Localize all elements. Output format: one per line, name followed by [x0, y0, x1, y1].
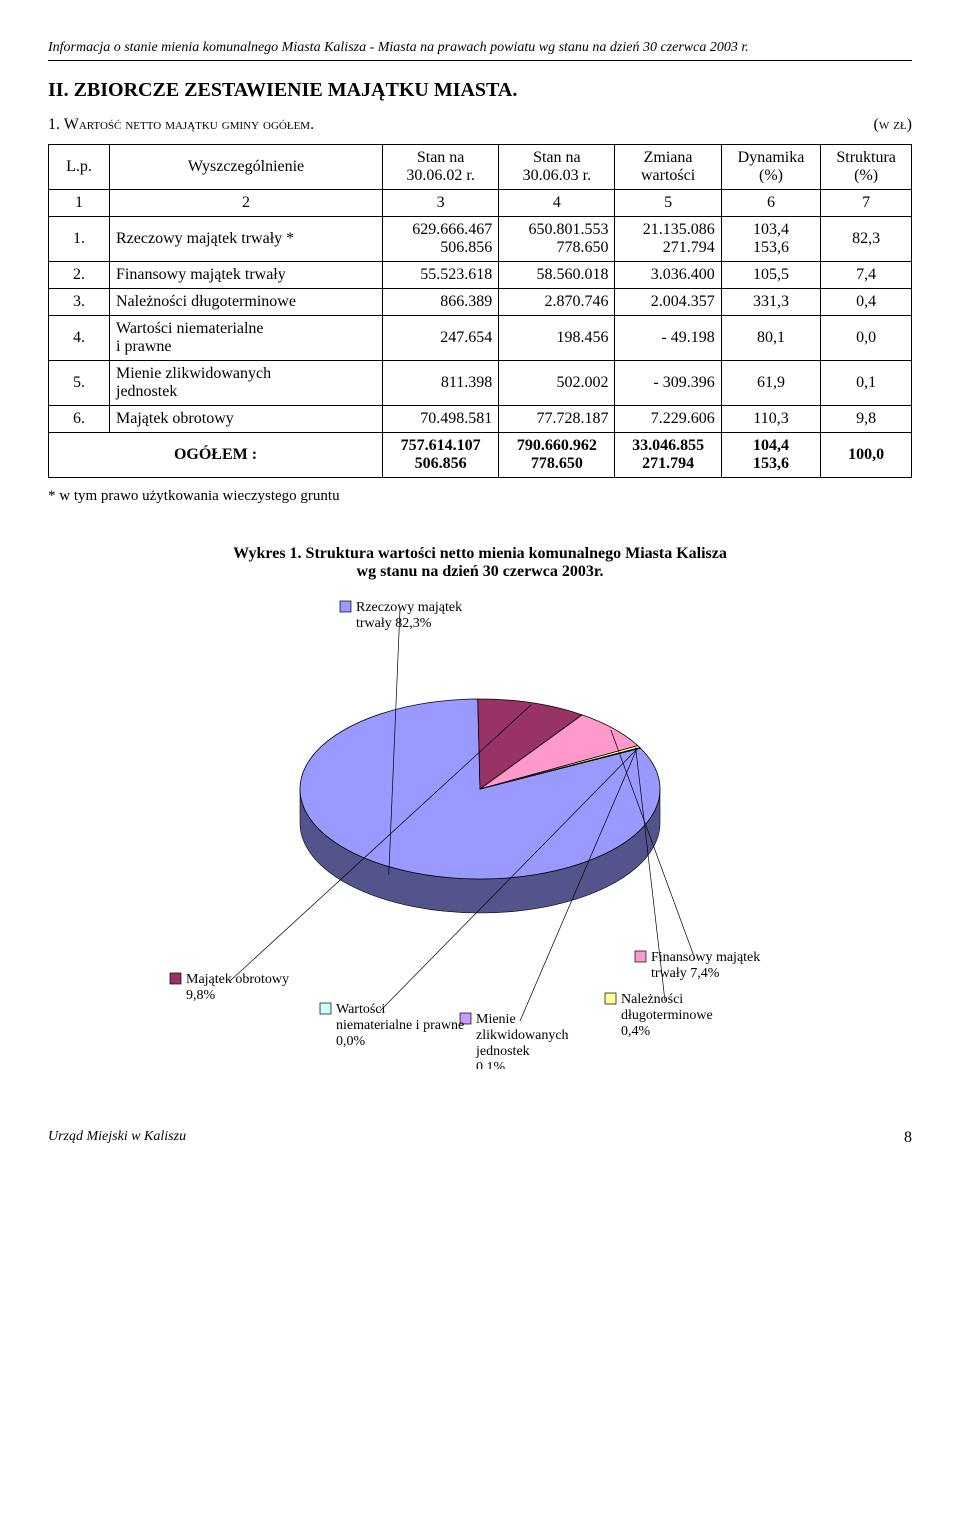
cell-label: Mienie zlikwidowanych jednostek	[110, 361, 383, 406]
cell-c4: 2.870.746	[499, 289, 615, 316]
cell-c5: 21.135.086 271.794	[615, 217, 721, 262]
cell-label: Wartości niematerialne i prawne	[110, 316, 383, 361]
cell-c3: 866.389	[383, 289, 499, 316]
cell-c5: 33.046.855 271.794	[615, 433, 721, 478]
cell-c7: 0,1	[821, 361, 912, 406]
pie-label: Należnościdługoterminowe0,4%	[621, 992, 713, 1039]
colnum: 4	[499, 190, 615, 217]
cell-c3: 55.523.618	[383, 262, 499, 289]
cell-c4: 198.456	[499, 316, 615, 361]
table-row: 3.Należności długoterminowe866.3892.870.…	[49, 289, 912, 316]
table-row: 5.Mienie zlikwidowanych jednostek811.398…	[49, 361, 912, 406]
pie-label: Wartościniematerialne i prawne0,0%	[336, 1002, 464, 1049]
cell-c4: 502.002	[499, 361, 615, 406]
th-wysz: Wyszczególnienie	[110, 145, 383, 190]
legend-swatch	[605, 993, 616, 1004]
colnum: 7	[821, 190, 912, 217]
pie-label: Finansowy majątektrwały 7,4%	[651, 950, 760, 981]
subsection-right: (w zł)	[874, 116, 912, 134]
pie-chart: Rzeczowy majątektrwały 82,3% Majątek obro…	[48, 589, 912, 1069]
cell-c4: 58.560.018	[499, 262, 615, 289]
subsection-row: 1. Wartość netto majątku gminy ogółem. (…	[48, 116, 912, 134]
cell-total-label: OGÓŁEM :	[49, 433, 383, 478]
th-dyn: Dynamika (%)	[721, 145, 821, 190]
cell-label: Rzeczowy majątek trwały *	[110, 217, 383, 262]
table-row: 4.Wartości niematerialne i prawne247.654…	[49, 316, 912, 361]
pie-label: Mieniezlikwidowanychjednostek0,1%	[475, 1012, 569, 1069]
table-row: 1.Rzeczowy majątek trwały *629.666.467 5…	[49, 217, 912, 262]
cell-c6: 105,5	[721, 262, 821, 289]
cell-n: 3.	[49, 289, 110, 316]
cell-c6: 104,4 153,6	[721, 433, 821, 478]
cell-c3: 811.398	[383, 361, 499, 406]
cell-c5: 7.229.606	[615, 406, 721, 433]
cell-c7: 9,8	[821, 406, 912, 433]
cell-c7: 7,4	[821, 262, 912, 289]
cell-c6: 103,4 153,6	[721, 217, 821, 262]
cell-label: Finansowy majątek trwały	[110, 262, 383, 289]
chart-title: Wykres 1. Struktura wartości netto mieni…	[130, 545, 830, 581]
table-total-row: OGÓŁEM :757.614.107 506.856790.660.962 7…	[49, 433, 912, 478]
page-footer: Urząd Miejski w Kaliszu 8	[48, 1129, 912, 1147]
cell-c6: 61,9	[721, 361, 821, 406]
cell-c3: 247.654	[383, 316, 499, 361]
th-lp: L.p.	[49, 145, 110, 190]
cell-c6: 331,3	[721, 289, 821, 316]
cell-n: 4.	[49, 316, 110, 361]
cell-n: 5.	[49, 361, 110, 406]
cell-c7: 82,3	[821, 217, 912, 262]
cell-c4: 790.660.962 778.650	[499, 433, 615, 478]
colnum: 3	[383, 190, 499, 217]
footer-left: Urząd Miejski w Kaliszu	[48, 1129, 186, 1147]
cell-c3: 757.614.107 506.856	[383, 433, 499, 478]
footnote: * w tym prawo użytkowania wieczystego gr…	[48, 488, 912, 505]
cell-c5: 3.036.400	[615, 262, 721, 289]
colnum: 2	[110, 190, 383, 217]
legend-swatch	[635, 951, 646, 962]
colnum: 6	[721, 190, 821, 217]
table-row: 6.Majątek obrotowy70.498.58177.728.1877.…	[49, 406, 912, 433]
th-stan02: Stan na 30.06.02 r.	[383, 145, 499, 190]
pie-label: Rzeczowy majątektrwały 82,3%	[356, 600, 462, 631]
cell-n: 6.	[49, 406, 110, 433]
colnum: 5	[615, 190, 721, 217]
cell-n: 1.	[49, 217, 110, 262]
th-zmiana: Zmiana wartości	[615, 145, 721, 190]
table-row: 2.Finansowy majątek trwały55.523.61858.5…	[49, 262, 912, 289]
footer-page: 8	[904, 1129, 912, 1147]
cell-c3: 629.666.467 506.856	[383, 217, 499, 262]
cell-c7: 0,0	[821, 316, 912, 361]
cell-label: Należności długoterminowe	[110, 289, 383, 316]
table-header-row: L.p. Wyszczególnienie Stan na 30.06.02 r…	[49, 145, 912, 190]
page-header: Informacja o stanie mienia komunalnego M…	[48, 40, 912, 61]
cell-c7: 100,0	[821, 433, 912, 478]
section-title: II. ZBIORCZE ZESTAWIENIE MAJĄTKU MIASTA.	[48, 79, 912, 102]
legend-swatch	[170, 973, 181, 984]
pie-label: Majątek obrotowy9,8%	[186, 972, 289, 1003]
cell-n: 2.	[49, 262, 110, 289]
subsection-left: 1. Wartość netto majątku gminy ogółem.	[48, 116, 314, 134]
table-colnum-row: 1 2 3 4 5 6 7	[49, 190, 912, 217]
cell-c5: 2.004.357	[615, 289, 721, 316]
cell-c6: 110,3	[721, 406, 821, 433]
cell-c5: - 309.396	[615, 361, 721, 406]
cell-c5: - 49.198	[615, 316, 721, 361]
cell-c6: 80,1	[721, 316, 821, 361]
cell-c7: 0,4	[821, 289, 912, 316]
th-str: Struktura (%)	[821, 145, 912, 190]
summary-table: L.p. Wyszczególnienie Stan na 30.06.02 r…	[48, 144, 912, 478]
cell-c4: 77.728.187	[499, 406, 615, 433]
cell-label: Majątek obrotowy	[110, 406, 383, 433]
legend-swatch	[340, 601, 351, 612]
legend-swatch	[320, 1003, 331, 1014]
colnum: 1	[49, 190, 110, 217]
cell-c4: 650.801.553 778.650	[499, 217, 615, 262]
th-stan03: Stan na 30.06.03 r.	[499, 145, 615, 190]
cell-c3: 70.498.581	[383, 406, 499, 433]
